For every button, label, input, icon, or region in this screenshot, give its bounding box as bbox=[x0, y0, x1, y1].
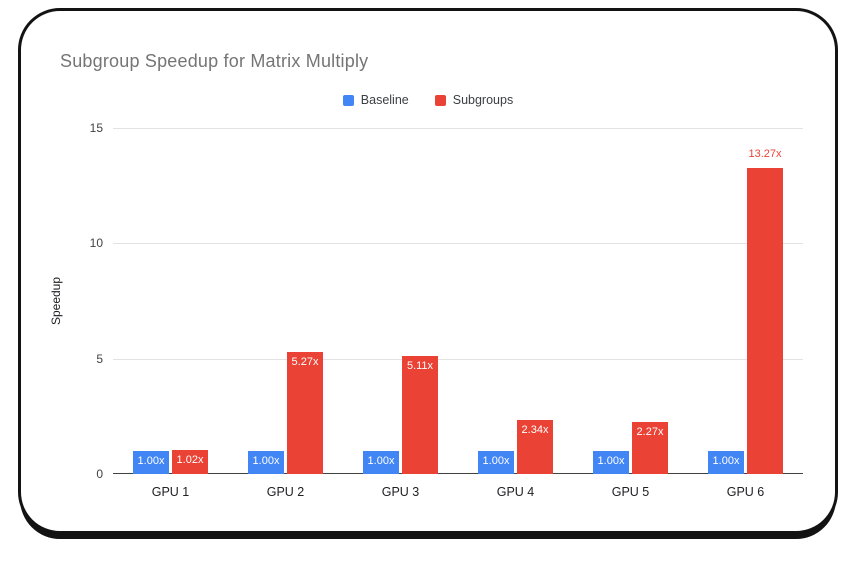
bar-baseline-gpu-3 bbox=[363, 450, 399, 474]
bar-subgroups-gpu-3 bbox=[402, 356, 438, 474]
bar-subgroups-gpu-2 bbox=[287, 352, 323, 474]
x-category-label: GPU 1 bbox=[151, 485, 190, 499]
x-category-label: GPU 4 bbox=[496, 485, 535, 499]
bar-baseline-gpu-4 bbox=[478, 450, 514, 474]
y-axis-title-text: Speedup bbox=[49, 276, 64, 326]
bar-value-label: 2.34x bbox=[521, 424, 549, 437]
bar-value-label: 13.27x bbox=[748, 147, 782, 160]
y-tick-label: 5 bbox=[96, 351, 103, 366]
bar-subgroups-gpu-1 bbox=[172, 450, 208, 474]
y-tick-label: 10 bbox=[89, 236, 103, 251]
bar-subgroups-gpu-6 bbox=[747, 167, 783, 474]
bar-value-label: 1.02x bbox=[176, 454, 204, 467]
bar-baseline-gpu-2 bbox=[248, 450, 284, 474]
chart-card: Subgroup Speedup for Matrix Multiply Bas… bbox=[18, 8, 838, 534]
legend-label-subgroups: Subgroups bbox=[452, 93, 514, 107]
bar-value-label: 2.27x bbox=[636, 425, 664, 438]
bar-value-label: 1.00x bbox=[367, 454, 395, 467]
chart-title: Subgroup Speedup for Matrix Multiply bbox=[60, 51, 369, 71]
bar-value-label: 1.00x bbox=[252, 454, 280, 467]
legend-label-baseline: Baseline bbox=[360, 93, 409, 107]
gridline bbox=[113, 128, 803, 129]
bar-value-label: 5.11x bbox=[406, 360, 434, 373]
y-axis-title: Speedup bbox=[47, 128, 65, 474]
bar-baseline-gpu-1 bbox=[133, 450, 169, 474]
x-category-label: GPU 5 bbox=[611, 485, 650, 499]
legend-swatch-baseline-icon bbox=[342, 94, 354, 106]
bar-subgroups-gpu-5 bbox=[632, 421, 668, 474]
y-tick-label: 15 bbox=[89, 121, 103, 135]
x-axis-line bbox=[113, 473, 803, 474]
bar-subgroups-gpu-4 bbox=[517, 420, 553, 474]
bar-baseline-gpu-5 bbox=[593, 450, 629, 474]
bar-value-label: 1.00x bbox=[712, 454, 740, 467]
bar-value-label: 1.00x bbox=[137, 454, 165, 467]
x-category-label: GPU 6 bbox=[726, 485, 765, 499]
legend-swatch-subgroups-icon bbox=[434, 94, 446, 106]
bar-value-label: 1.00x bbox=[482, 454, 510, 467]
bar-value-label: 1.00x bbox=[597, 454, 625, 467]
legend: Baseline Subgroups bbox=[21, 93, 835, 107]
legend-item-baseline: Baseline bbox=[342, 93, 409, 107]
bar-value-label: 5.27x bbox=[291, 356, 319, 369]
plot-area: 0 5 10 15 GPU 1 GPU 2 GPU 3 GPU 4 GPU 5 GPU 6 1.00… bbox=[90, 121, 803, 499]
bar-baseline-gpu-6 bbox=[708, 450, 744, 474]
x-category-label: GPU 2 bbox=[266, 485, 305, 499]
legend-item-subgroups: Subgroups bbox=[434, 93, 514, 107]
x-category-label: GPU 3 bbox=[381, 485, 420, 499]
y-tick-label: 0 bbox=[96, 467, 103, 481]
gridline bbox=[113, 358, 803, 360]
gridline bbox=[113, 243, 803, 245]
